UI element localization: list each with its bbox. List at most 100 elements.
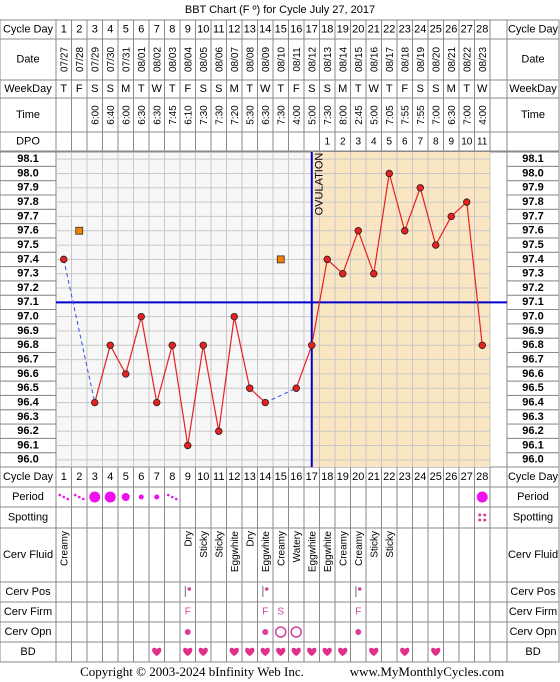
cell (148, 581, 165, 603)
cerv-fluid: Creamy (276, 531, 287, 566)
period-mark (104, 491, 116, 503)
cycle-day: 11 (213, 471, 224, 483)
date: 08/17 (385, 47, 396, 72)
y-tick-label: 97.7 (17, 210, 38, 222)
time: 7:45 (168, 105, 179, 125)
weekday: T (463, 83, 470, 95)
y-tick-label: 97.1 (17, 296, 38, 308)
cerv-pos-dot (187, 587, 192, 591)
cycle-day: 22 (383, 23, 395, 35)
cycle-day: 24 (414, 23, 426, 35)
cell (241, 581, 258, 603)
label-cell (0, 527, 57, 583)
spacer-cell (489, 466, 508, 488)
cell (412, 621, 429, 643)
spotting-dot (478, 518, 482, 522)
temperature-point (447, 212, 455, 221)
cycle-day: 22 (383, 471, 395, 483)
time: 7:30 (214, 105, 225, 125)
cell (226, 581, 243, 603)
weekday: T (138, 83, 145, 95)
spacer-cell (489, 641, 508, 663)
cell (474, 527, 491, 583)
cycle-day: 5 (123, 471, 129, 483)
temperature-point (137, 312, 145, 321)
date: 08/15 (354, 47, 365, 72)
weekday: S (215, 83, 222, 95)
row-label: Period (12, 491, 44, 503)
weekday: W (477, 83, 488, 95)
cycle-day: 2 (76, 23, 82, 35)
cerv-fluid: Dry (183, 531, 194, 547)
y-tick-label: 96.9 (522, 325, 543, 337)
cycle-day: 2 (76, 471, 82, 483)
y-tick-label: 97.3 (17, 268, 38, 280)
cycle-day: 5 (123, 23, 129, 35)
cycle-day: 23 (399, 471, 411, 483)
cell (241, 486, 258, 508)
date: 08/09 (261, 47, 272, 72)
cell (443, 581, 460, 603)
cycle-day: 3 (92, 471, 98, 483)
cell (427, 581, 444, 603)
label-cell (0, 97, 57, 133)
cycle-day: 25 (430, 23, 442, 35)
cycle-day: 3 (92, 23, 98, 35)
period-dot (58, 493, 62, 497)
cerv-fluid: Creamy (354, 531, 365, 566)
weekday: F (293, 83, 300, 95)
row-label: Period (517, 491, 549, 503)
row-label: Cerv Fluid (508, 549, 558, 561)
cell (195, 601, 212, 623)
row-label: WeekDay (4, 83, 52, 95)
y-tick-label: 97.7 (522, 210, 543, 222)
y-tick-label: 96.4 (17, 396, 39, 408)
spacer-cell (489, 527, 508, 583)
cell (365, 581, 382, 603)
dpo: 1 (324, 137, 330, 148)
cell (241, 621, 258, 643)
cell (210, 486, 227, 508)
discarded-point (276, 255, 285, 264)
date: 08/10 (276, 47, 287, 72)
weekday: S (200, 83, 207, 95)
weekday: T (386, 83, 393, 95)
dpo: 8 (433, 137, 439, 148)
time: 2:45 (354, 105, 365, 125)
dpo: 4 (371, 137, 377, 148)
cell (164, 131, 181, 152)
date: 08/05 (199, 47, 210, 72)
dpo: 10 (461, 137, 473, 148)
cell (427, 486, 444, 508)
cerv-opn-mark (262, 629, 269, 635)
cycle-day: 13 (244, 23, 256, 35)
cell (210, 506, 227, 529)
cell (117, 527, 134, 583)
weekday: F (184, 83, 191, 95)
y-tick-label: 97.0 (17, 311, 38, 323)
bd-heart (245, 647, 255, 656)
time: 6:00 (90, 105, 101, 125)
cell (71, 131, 88, 152)
row-label: Date (16, 53, 39, 65)
cell (55, 131, 72, 152)
time: 6:10 (183, 105, 194, 125)
cycle-day: 17 (306, 471, 318, 483)
spacer-cell (489, 506, 508, 529)
row-label: Time (16, 109, 40, 121)
y-tick-label: 97.8 (17, 196, 38, 208)
dpo: 11 (477, 137, 488, 148)
cell (288, 131, 305, 152)
cerv-pos-bar (184, 586, 186, 597)
y-tick-label: 97.3 (522, 268, 543, 280)
y-tick-label: 97.6 (17, 225, 38, 237)
temperature-point (168, 341, 176, 349)
cell (458, 601, 475, 623)
cycle-day: 27 (461, 23, 473, 35)
bd-heart (431, 647, 441, 656)
weekday: T (60, 83, 67, 95)
cell (71, 527, 88, 583)
cycle-day: 17 (306, 23, 318, 35)
weekday: S (324, 83, 331, 95)
y-tick-label: 97.9 (522, 182, 543, 194)
